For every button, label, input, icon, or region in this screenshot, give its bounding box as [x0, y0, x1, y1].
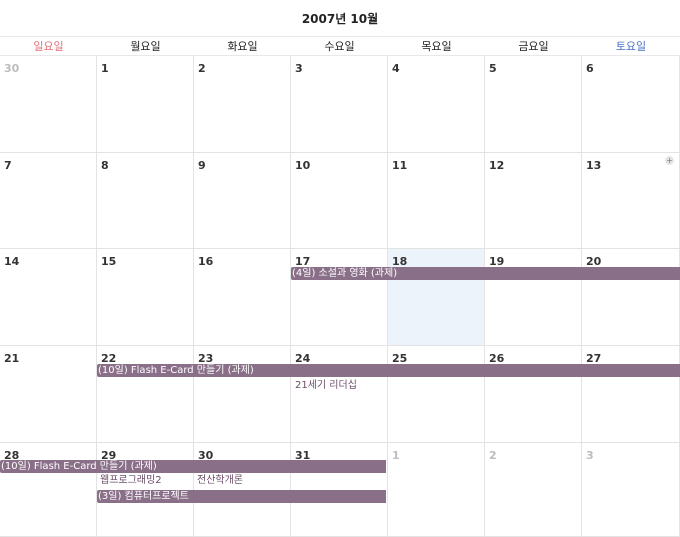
event-bar[interactable]: (3일) 컴퓨터프로젝트: [97, 490, 386, 503]
day-number: 31: [295, 449, 311, 462]
day-number: 1: [101, 62, 109, 75]
day-cell[interactable]: 8: [97, 153, 194, 249]
day-number: 15: [101, 255, 117, 268]
weekday-header: 일요일 월요일 화요일 수요일 목요일 금요일 토요일: [0, 36, 680, 56]
day-cell[interactable]: 25: [388, 346, 485, 443]
day-cell[interactable]: 24: [291, 346, 388, 443]
day-cell[interactable]: 7: [0, 153, 97, 249]
day-cell[interactable]: 19: [485, 249, 582, 346]
event-note[interactable]: 전산학개론: [197, 475, 243, 486]
day-number: 21: [4, 352, 20, 365]
weekday-sunday: 일요일: [33, 40, 64, 53]
day-cell[interactable]: 1: [388, 443, 485, 537]
day-number: 24: [295, 352, 311, 365]
day-number: 7: [4, 159, 12, 172]
day-cell[interactable]: 28: [0, 443, 97, 537]
calendar-title: 2007년 10월: [301, 12, 379, 26]
day-cell[interactable]: 2: [485, 443, 582, 537]
event-note[interactable]: 21세기 리더십: [295, 380, 357, 391]
day-cell[interactable]: 20: [582, 249, 680, 346]
day-cell[interactable]: 11: [388, 153, 485, 249]
day-number: 26: [489, 352, 505, 365]
day-cell[interactable]: 1: [97, 56, 194, 153]
day-cell[interactable]: 30: [0, 56, 97, 153]
weekday-wednesday: 수요일: [324, 40, 355, 53]
day-cell[interactable]: 9: [194, 153, 291, 249]
day-number: 8: [101, 159, 109, 172]
day-cell[interactable]: 13 +: [582, 153, 680, 249]
event-bar[interactable]: (4일) 소설과 영화 (과제): [291, 267, 680, 280]
day-number: 9: [198, 159, 206, 172]
day-number: 1: [392, 449, 400, 462]
day-cell[interactable]: 23: [194, 346, 291, 443]
day-number: 22: [101, 352, 117, 365]
weekday-friday: 금요일: [518, 40, 549, 53]
day-number: 28: [4, 449, 20, 462]
day-number: 30: [4, 62, 20, 75]
day-cell[interactable]: 12: [485, 153, 582, 249]
event-bar[interactable]: (10일) Flash E-Card 만들기 (과제): [97, 364, 680, 377]
day-number: 12: [489, 159, 505, 172]
day-number: 5: [489, 62, 497, 75]
weekday-tuesday: 화요일: [227, 40, 258, 53]
day-number: 23: [198, 352, 214, 365]
day-cell[interactable]: 27: [582, 346, 680, 443]
day-cell[interactable]: 21: [0, 346, 97, 443]
day-number: 17: [295, 255, 311, 268]
day-cell[interactable]: 6: [582, 56, 680, 153]
day-number: 2: [198, 62, 206, 75]
day-number: 16: [198, 255, 214, 268]
day-cell[interactable]: 15: [97, 249, 194, 346]
weekday-thursday: 목요일: [421, 40, 452, 53]
day-number: 30: [198, 449, 214, 462]
day-number: 25: [392, 352, 408, 365]
day-number: 27: [586, 352, 602, 365]
plus-icon[interactable]: +: [665, 156, 674, 165]
day-number: 29: [101, 449, 117, 462]
day-number: 20: [586, 255, 602, 268]
day-cell[interactable]: 5: [485, 56, 582, 153]
day-number: 10: [295, 159, 311, 172]
day-number: 18: [392, 255, 408, 268]
day-number: 11: [392, 159, 408, 172]
day-number: 2: [489, 449, 497, 462]
day-number: 13: [586, 159, 602, 172]
day-cell[interactable]: 4: [388, 56, 485, 153]
event-note[interactable]: 웹프로그래밍2: [100, 475, 162, 486]
weekday-saturday: 토요일: [615, 40, 647, 53]
day-cell-today[interactable]: 18: [388, 249, 485, 346]
day-cell[interactable]: 17: [291, 249, 388, 346]
day-number: 19: [489, 255, 505, 268]
day-number: 3: [295, 62, 303, 75]
day-cell[interactable]: 2: [194, 56, 291, 153]
day-number: 3: [586, 449, 594, 462]
month-grid: 30 1 2 3 4 5 6 7 8 9 10 11 12 13 + 14 15…: [0, 56, 680, 537]
day-number: 4: [392, 62, 400, 75]
event-bar[interactable]: (10일) Flash E-Card 만들기 (과제): [0, 460, 386, 473]
day-number: 6: [586, 62, 594, 75]
day-cell[interactable]: 10: [291, 153, 388, 249]
day-number: 14: [4, 255, 20, 268]
day-cell[interactable]: 14: [0, 249, 97, 346]
day-cell[interactable]: 26: [485, 346, 582, 443]
day-cell[interactable]: 3: [582, 443, 680, 537]
day-cell[interactable]: 3: [291, 56, 388, 153]
day-cell[interactable]: 16: [194, 249, 291, 346]
day-cell[interactable]: 22: [97, 346, 194, 443]
weekday-monday: 월요일: [130, 40, 161, 53]
